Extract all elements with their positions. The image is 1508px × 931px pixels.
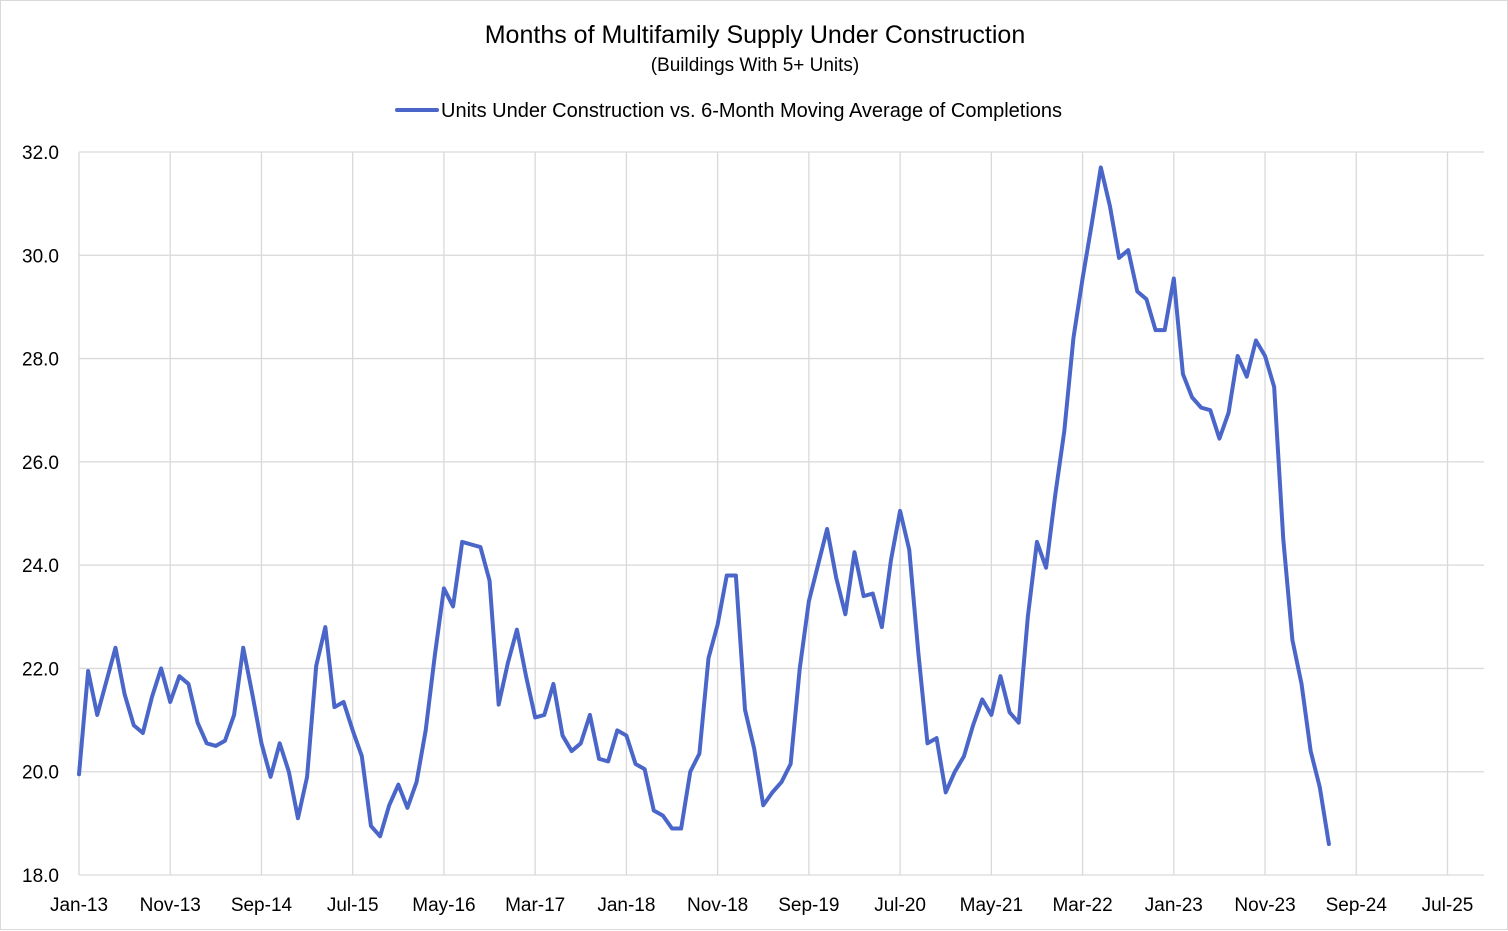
series-group (77, 165, 1331, 847)
y-tick-label: 20.0 (22, 763, 59, 784)
x-gridlines (78, 152, 1449, 875)
x-tick-label: Sep-14 (231, 895, 293, 916)
x-tick-label: Nov-13 (140, 895, 201, 916)
y-tick-label: 30.0 (22, 246, 59, 267)
x-tick-label: Nov-23 (1234, 895, 1295, 916)
y-gridlines (79, 151, 1484, 876)
x-tick-label: Jul-15 (327, 895, 379, 916)
legend-label: Units Under Construction vs. 6-Month Mov… (441, 100, 1062, 122)
y-tick-label: 32.0 (22, 143, 59, 164)
y-tick-label: 18.0 (22, 866, 59, 887)
y-tick-label: 22.0 (22, 659, 59, 680)
chart-subtitle: (Buildings With 5+ Units) (651, 55, 860, 76)
x-axis-labels: Jan-13 Nov-13 Sep-14 Jul-15 May-16 Mar-17 Jan-… (50, 895, 1473, 916)
x-tick-label: Nov-18 (687, 895, 748, 916)
x-tick-label: Jan-18 (597, 895, 655, 916)
x-tick-label: Mar-22 (1052, 895, 1112, 916)
x-tick-label: Jan-23 (1145, 895, 1203, 916)
y-tick-label: 24.0 (22, 556, 59, 577)
x-tick-label: Sep-24 (1326, 895, 1388, 916)
x-tick-label: Sep-19 (778, 895, 839, 916)
x-tick-label: Jan-13 (50, 895, 108, 916)
y-tick-label: 26.0 (22, 453, 59, 474)
chart-title: Months of Multifamily Supply Under Const… (485, 21, 1026, 49)
x-tick-label: Mar-17 (505, 895, 565, 916)
x-tick-label: May-21 (960, 895, 1023, 916)
y-axis-labels: 18.0 20.0 22.0 24.0 26.0 28.0 30.0 32.0 (22, 143, 59, 887)
series-line-0 (77, 165, 1331, 847)
x-tick-label: Jul-20 (874, 895, 926, 916)
x-tick-label: May-16 (412, 895, 475, 916)
x-tick-label: Jul-25 (1422, 895, 1474, 916)
y-tick-label: 28.0 (22, 350, 59, 371)
legend: Units Under Construction vs. 6-Month Mov… (395, 100, 1062, 122)
